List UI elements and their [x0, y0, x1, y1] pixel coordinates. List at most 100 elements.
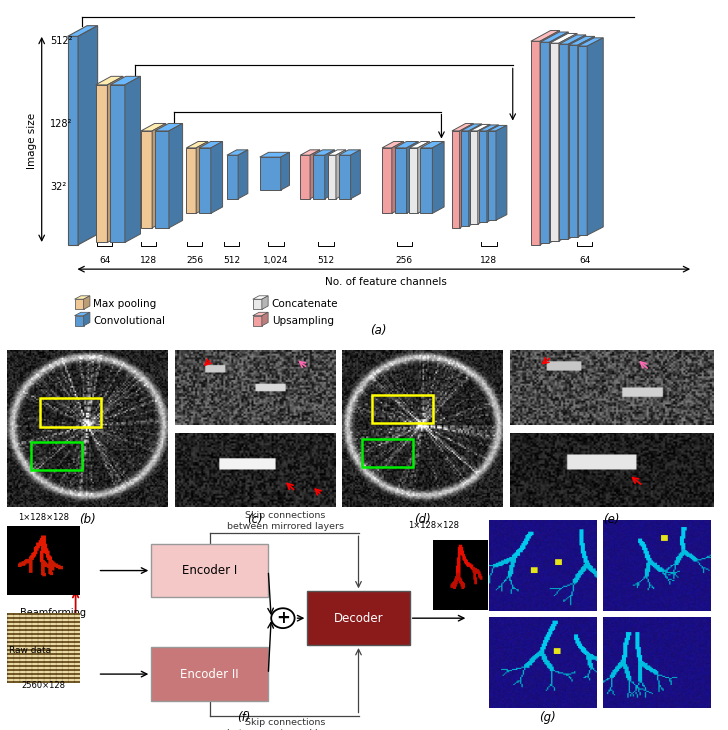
Bar: [372, 395, 432, 423]
Polygon shape: [74, 296, 90, 299]
Polygon shape: [95, 85, 108, 242]
Polygon shape: [409, 142, 430, 148]
Polygon shape: [479, 125, 499, 131]
Polygon shape: [421, 142, 444, 148]
Polygon shape: [253, 296, 268, 299]
FancyBboxPatch shape: [307, 591, 410, 645]
Text: 256: 256: [396, 256, 413, 265]
Text: 128: 128: [140, 256, 157, 265]
Polygon shape: [199, 142, 223, 148]
Polygon shape: [238, 150, 248, 199]
Text: Skip connections
between mirrored layers: Skip connections between mirrored layers: [227, 718, 344, 730]
Polygon shape: [382, 148, 392, 213]
Polygon shape: [262, 296, 268, 310]
Polygon shape: [211, 142, 223, 213]
Polygon shape: [262, 312, 268, 326]
Polygon shape: [78, 26, 98, 245]
Polygon shape: [313, 150, 335, 155]
Polygon shape: [68, 36, 78, 245]
Text: 512: 512: [223, 256, 240, 265]
Polygon shape: [559, 34, 577, 241]
Text: +: +: [276, 609, 290, 627]
Polygon shape: [260, 153, 290, 157]
Text: Raw data: Raw data: [9, 646, 52, 656]
Polygon shape: [392, 142, 403, 213]
Polygon shape: [569, 35, 586, 239]
Text: (d): (d): [414, 513, 431, 526]
Polygon shape: [328, 150, 346, 155]
Text: Beamforming: Beamforming: [20, 608, 86, 618]
Polygon shape: [339, 150, 360, 155]
Text: 256: 256: [186, 256, 203, 265]
Polygon shape: [461, 124, 482, 131]
Polygon shape: [395, 148, 406, 213]
Polygon shape: [141, 131, 152, 228]
Text: Skip connections
between mirrored layers: Skip connections between mirrored layers: [227, 511, 344, 531]
Text: Max pooling: Max pooling: [93, 299, 157, 310]
Polygon shape: [540, 42, 550, 243]
Text: Encoder I: Encoder I: [182, 564, 237, 577]
Text: 1×128×128: 1×128×128: [18, 513, 69, 523]
Bar: [31, 442, 82, 470]
Polygon shape: [418, 142, 430, 213]
Polygon shape: [74, 299, 84, 310]
Bar: [363, 439, 414, 467]
Polygon shape: [84, 296, 90, 310]
Polygon shape: [395, 142, 419, 148]
Polygon shape: [550, 43, 559, 241]
Polygon shape: [141, 123, 166, 131]
Text: 64: 64: [579, 256, 590, 265]
Polygon shape: [406, 142, 419, 213]
Text: (a): (a): [371, 323, 387, 337]
Polygon shape: [253, 315, 262, 326]
Polygon shape: [227, 150, 248, 155]
Polygon shape: [459, 123, 473, 228]
Polygon shape: [325, 150, 335, 199]
Polygon shape: [155, 131, 169, 228]
Polygon shape: [531, 41, 540, 245]
Polygon shape: [578, 36, 595, 237]
Polygon shape: [496, 126, 507, 220]
Polygon shape: [199, 148, 211, 213]
Polygon shape: [478, 124, 490, 224]
Text: (c): (c): [247, 513, 263, 526]
Text: (f): (f): [237, 710, 250, 723]
Polygon shape: [310, 150, 320, 199]
Polygon shape: [479, 131, 487, 222]
Polygon shape: [540, 31, 560, 245]
Polygon shape: [488, 131, 496, 220]
Text: (b): (b): [79, 513, 96, 526]
Bar: [40, 399, 101, 426]
Polygon shape: [74, 312, 90, 315]
Polygon shape: [470, 124, 490, 131]
FancyBboxPatch shape: [151, 544, 269, 597]
Polygon shape: [578, 46, 587, 235]
Polygon shape: [300, 150, 320, 155]
Polygon shape: [281, 153, 290, 190]
Polygon shape: [95, 77, 123, 85]
Polygon shape: [339, 155, 351, 199]
Text: Encoder II: Encoder II: [181, 668, 239, 680]
Polygon shape: [569, 45, 578, 237]
Polygon shape: [487, 125, 499, 222]
Text: No. of feature channels: No. of feature channels: [325, 277, 446, 288]
Polygon shape: [351, 150, 360, 199]
Polygon shape: [313, 155, 325, 199]
Text: 1,024: 1,024: [263, 256, 288, 265]
Text: 64: 64: [99, 256, 110, 265]
Text: 512: 512: [317, 256, 335, 265]
Text: 2560×128: 2560×128: [22, 680, 66, 690]
Polygon shape: [569, 36, 595, 45]
Text: Upsampling: Upsampling: [272, 316, 333, 326]
Polygon shape: [550, 34, 577, 43]
Polygon shape: [488, 126, 507, 131]
Polygon shape: [328, 155, 336, 199]
Text: 128: 128: [480, 256, 497, 265]
Text: Convolutional: Convolutional: [93, 316, 165, 326]
Polygon shape: [227, 155, 238, 199]
Text: 32²: 32²: [50, 182, 66, 192]
Text: Image size: Image size: [27, 112, 37, 169]
Text: 1×128×128: 1×128×128: [408, 520, 459, 530]
Text: (g): (g): [539, 710, 556, 723]
Polygon shape: [531, 31, 560, 41]
